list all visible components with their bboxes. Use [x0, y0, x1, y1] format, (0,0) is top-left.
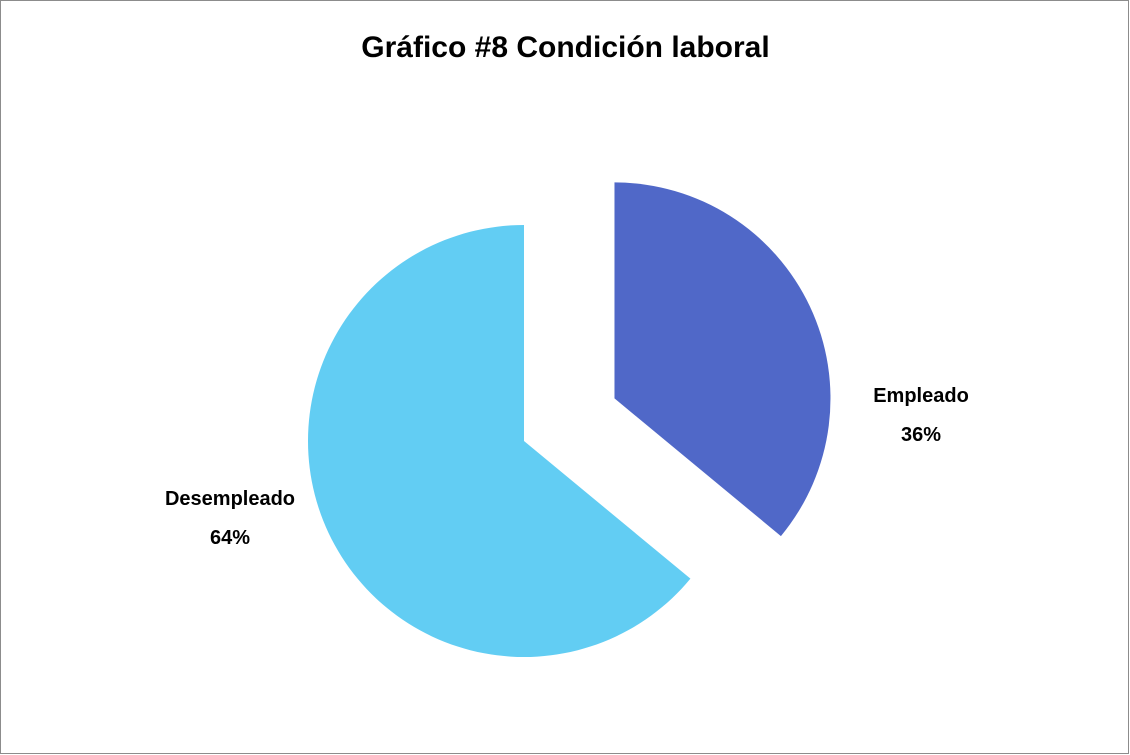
pie-slice-empleado	[614, 182, 831, 537]
pie-slices	[308, 182, 831, 657]
data-label-desempleado: Desempleado 64%	[165, 488, 295, 549]
chart-title: Gráfico #8 Condición laboral	[361, 31, 770, 64]
data-label-empleado: Empleado 36%	[873, 385, 969, 446]
pie-data-labels: Empleado 36% Desempleado 64%	[165, 385, 969, 549]
pie-slice-desempleado	[308, 225, 691, 657]
